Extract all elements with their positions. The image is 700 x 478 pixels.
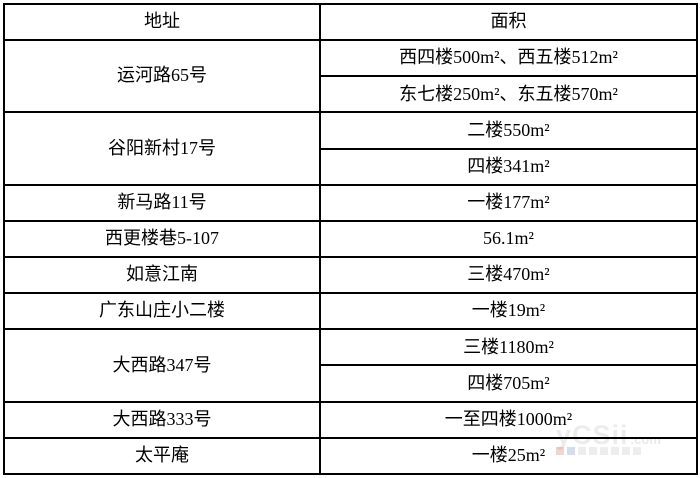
table-row: 大西路333号 一至四楼1000m²	[3, 400, 698, 439]
area-cell: 一楼19m²	[319, 292, 698, 331]
area-cell: 一楼177m²	[319, 183, 698, 222]
address-cell: 新马路11号	[3, 183, 321, 222]
area-cell: 一楼25m²	[319, 436, 698, 476]
area-cell: 东七楼250m²、东五楼570m²	[319, 75, 698, 114]
area-cell: 三楼1180m²	[319, 328, 698, 367]
table-row: 如意江南 三楼470m²	[3, 255, 698, 295]
area-cell: 四楼705m²	[319, 364, 698, 403]
table-row: 大西路347号 三楼1180m²	[3, 328, 698, 403]
table-row: 东七楼250m²、东五楼570m²	[4, 75, 698, 114]
address-cell: 谷阳新村17号	[3, 111, 321, 186]
area-cell: 西四楼500m²、西五楼512m²	[319, 39, 698, 78]
area-cell: 三楼470m²	[319, 255, 698, 295]
address-area-table: 地址 面积 运河路65号 西四楼500m²、西五楼512m² 东七楼250m²、…	[3, 2, 698, 476]
address-cell: 大西路347号	[3, 328, 321, 403]
table-row: 谷阳新村17号 二楼550m²	[3, 111, 698, 186]
address-cell: 大西路333号	[3, 400, 321, 439]
area-cell: 四楼341m²	[319, 147, 698, 186]
table-row: 运河路65号 西四楼500m²、西五楼512m²	[3, 39, 698, 114]
header-area: 面积	[319, 2, 698, 42]
area-cell: 56.1m²	[319, 219, 698, 258]
address-cell: 西更楼巷5-107	[3, 219, 321, 258]
address-cell: 如意江南	[3, 255, 321, 295]
address-cell: 广东山庄小二楼	[3, 292, 321, 331]
area-cell: 一至四楼1000m²	[319, 400, 698, 439]
address-cell: 运河路65号	[3, 39, 321, 114]
area-cell: 二楼550m²	[319, 111, 698, 150]
table-row: 新马路11号 一楼177m²	[3, 183, 698, 222]
table-row: 西更楼巷5-107 56.1m²	[3, 219, 698, 258]
address-cell: 太平庵	[3, 436, 321, 476]
table-row: 四楼341m²	[4, 147, 698, 186]
table-row: 广东山庄小二楼 一楼19m²	[3, 292, 698, 331]
header-address: 地址	[3, 2, 321, 42]
table-row: 四楼705m²	[4, 364, 698, 403]
table-row: 太平庵 一楼25m²	[3, 436, 698, 476]
table-header-row: 地址 面积	[3, 2, 698, 42]
